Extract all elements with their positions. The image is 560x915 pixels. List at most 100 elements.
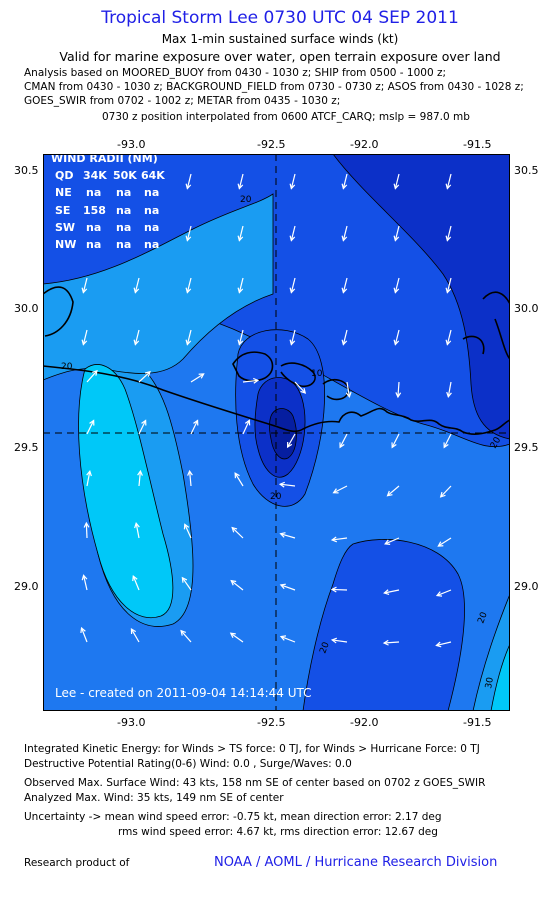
wind-arrow-head: [237, 339, 244, 346]
wind-arrow-head: [332, 488, 339, 494]
wind-arrow-head: [244, 419, 251, 426]
contour-label: 30: [484, 676, 496, 689]
wind-arrow-head: [237, 235, 244, 242]
observed-max-wind: Observed Max. Surface Wind: 43 kts, 158 …: [24, 777, 486, 789]
wind-arrow: [342, 329, 348, 345]
wind-arrow-head: [198, 373, 205, 379]
wind-arrow: [180, 630, 192, 643]
wind-arrow-head: [439, 491, 446, 498]
wind-arrow-head: [341, 287, 348, 294]
wind-arrow: [290, 173, 296, 189]
wind-arrow-head: [279, 532, 286, 538]
wind-arrow-head: [92, 369, 98, 376]
wind-arrow-head: [181, 576, 188, 583]
ike-text: Integrated Kinetic Energy: for Winds > T…: [24, 743, 480, 755]
wind-arrow: [384, 589, 400, 594]
wind-radii-value: na: [116, 238, 131, 251]
wind-arrow: [190, 420, 199, 435]
wind-arrow: [138, 471, 142, 487]
wind-arrow-head: [435, 641, 442, 648]
wind-arrow: [184, 524, 192, 539]
wind-arrow: [230, 632, 244, 643]
wind-arrow-head: [141, 419, 147, 426]
wind-arrow: [446, 225, 452, 241]
coastline: [280, 362, 316, 388]
wind-arrow-head: [86, 470, 92, 477]
lat-tick-left: 29.0: [14, 580, 39, 593]
wind-arrow-head: [289, 235, 296, 242]
wind-arrow: [342, 173, 348, 189]
wind-arrow: [332, 537, 348, 541]
wind-arrow: [447, 381, 452, 397]
wind-arrow-head: [437, 541, 444, 547]
lon-tick-bottom: -93.0: [117, 716, 146, 729]
wind-arrow-head: [253, 377, 260, 384]
wind-arrow-head: [279, 583, 286, 590]
wind-arrow: [290, 225, 296, 241]
wind-arrow: [339, 433, 348, 448]
wind-region-darker: [332, 154, 510, 440]
wind-region-dark: [302, 539, 465, 711]
organization-link[interactable]: NOAA / AOML / Hurricane Research Divisio…: [214, 855, 498, 870]
wind-arrow-head: [341, 183, 348, 190]
uncertainty-rms: rms wind speed error: 4.67 kt, rms direc…: [118, 826, 438, 838]
wind-arrow-head: [445, 235, 452, 242]
wind-arrow-head: [393, 339, 400, 346]
wind-arrow-head: [330, 586, 337, 593]
wind-arrow: [134, 277, 140, 293]
wind-arrow: [190, 373, 204, 383]
wind-arrow: [446, 329, 452, 345]
wind-arrow-head: [89, 419, 95, 426]
wind-arrow: [238, 277, 244, 293]
coastline: [43, 365, 510, 435]
wind-arrow-head: [393, 235, 400, 242]
analyzed-max-wind: Analyzed Max. Wind: 35 kts, 149 nm SE of…: [24, 792, 284, 804]
uncertainty-mean: Uncertainty -> mean wind speed error: -0…: [24, 811, 442, 823]
wind-arrow: [438, 537, 452, 547]
wind-radii-quadrant: NE: [55, 186, 72, 199]
wind-arrow-head: [230, 579, 237, 586]
wind-arrow: [186, 225, 192, 241]
wind-arrow: [443, 433, 452, 448]
wind-radii-table: WIND RADII (NM) QD 34K 50K 64K NE na na …: [51, 154, 165, 251]
wind-arrow-head: [81, 287, 88, 294]
wind-arrow: [446, 277, 452, 293]
wind-arrow-head: [386, 490, 393, 497]
wind-arrow-head: [443, 442, 449, 449]
wind-radii-value: na: [144, 221, 159, 234]
source-line-1: Analysis based on MOORED_BUOY from 0430 …: [24, 67, 447, 79]
wind-radii-col: 50K: [113, 169, 137, 182]
wind-arrow-head: [193, 419, 199, 426]
wind-radii-col: QD: [55, 169, 73, 182]
wind-arrow: [181, 577, 192, 591]
wind-arrow-head: [185, 287, 192, 294]
wind-arrow-head: [445, 183, 452, 190]
lon-tick-top: -92.0: [350, 138, 379, 151]
wind-arrow: [384, 537, 400, 545]
wind-arrow: [138, 371, 151, 383]
wind-arrow-head: [237, 183, 244, 190]
wind-arrow: [238, 173, 244, 189]
wind-arrow: [446, 173, 452, 189]
wind-arrow: [280, 584, 296, 591]
contour-label: 20: [240, 195, 252, 205]
wind-arrow-head: [185, 183, 192, 190]
wind-arrow-head: [229, 632, 236, 639]
source-line-3: GOES_SWIR from 0702 - 1002 z; METAR from…: [24, 95, 341, 107]
position-note: 0730 z position interpolated from 0600 A…: [102, 111, 470, 123]
wind-arrow-head: [341, 339, 348, 346]
wind-arrow: [280, 635, 296, 643]
wind-arrow: [238, 329, 244, 345]
lat-tick-right: 29.0: [514, 580, 539, 593]
wind-arrow-head: [446, 391, 452, 398]
wind-arrow: [86, 370, 98, 383]
wind-arrow: [86, 420, 95, 435]
wind-arrow-head: [231, 526, 238, 533]
lat-tick-left: 30.0: [14, 302, 39, 315]
wind-arrow: [82, 277, 88, 293]
wind-arrow-head: [300, 387, 307, 394]
wind-arrow-head: [391, 442, 397, 449]
lat-tick-right: 30.5: [514, 164, 539, 177]
wind-radii-quadrant: NW: [55, 238, 76, 251]
wind-arrow: [242, 420, 250, 435]
